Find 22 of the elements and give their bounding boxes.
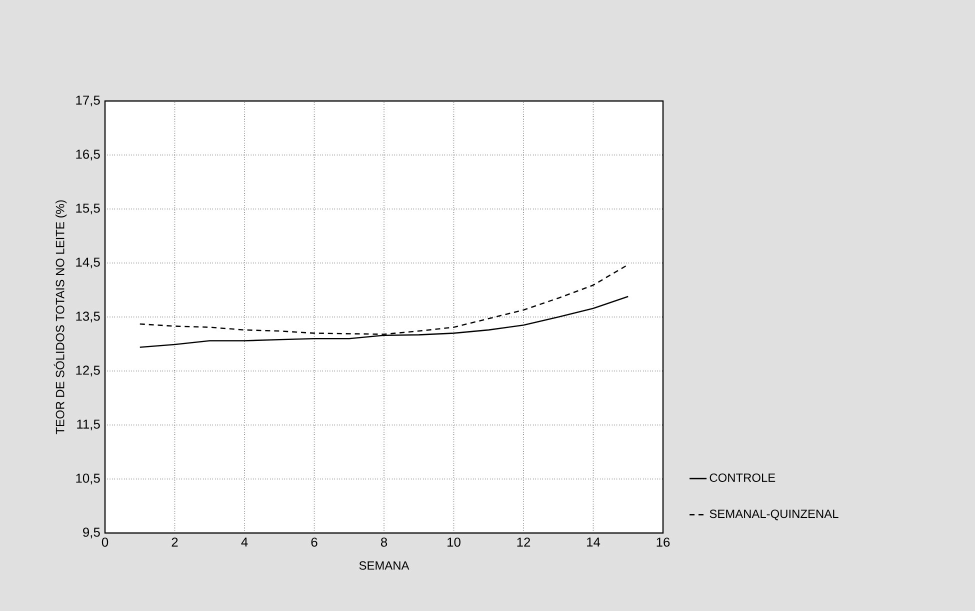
legend-label: CONTROLE <box>710 474 776 482</box>
x-tick-label: 6 <box>311 538 318 547</box>
y-tick-label: 17,5 <box>76 96 100 106</box>
x-axis-title: SEMANA <box>359 561 410 570</box>
legend-label: SEMANAL-QUINZENAL <box>710 510 838 520</box>
x-tick-label: 12 <box>517 538 530 547</box>
x-tick-label: 0 <box>102 538 108 547</box>
y-axis-title: TEOR DE SÓLIDOS TOTAIS NO LEITE (%) <box>54 200 67 434</box>
y-tick-label: 12,5 <box>76 366 100 376</box>
x-tick-label: 16 <box>656 538 670 547</box>
y-tick-label: 10,5 <box>76 474 100 484</box>
x-tick-label: 8 <box>380 538 388 547</box>
y-tick-label: 9,5 <box>83 528 100 538</box>
y-tick-label: 11,5 <box>77 420 100 430</box>
y-tick-label: 14,5 <box>76 258 100 268</box>
x-tick-label: 4 <box>241 538 248 546</box>
y-tick-label: 16,5 <box>76 150 100 160</box>
x-tick-label: 2 <box>172 538 178 547</box>
y-tick-label: 15,5 <box>76 204 100 214</box>
y-tick-label: 13,5 <box>76 312 100 322</box>
x-tick-label: 14 <box>587 538 600 546</box>
x-tick-label: 10 <box>448 538 460 547</box>
